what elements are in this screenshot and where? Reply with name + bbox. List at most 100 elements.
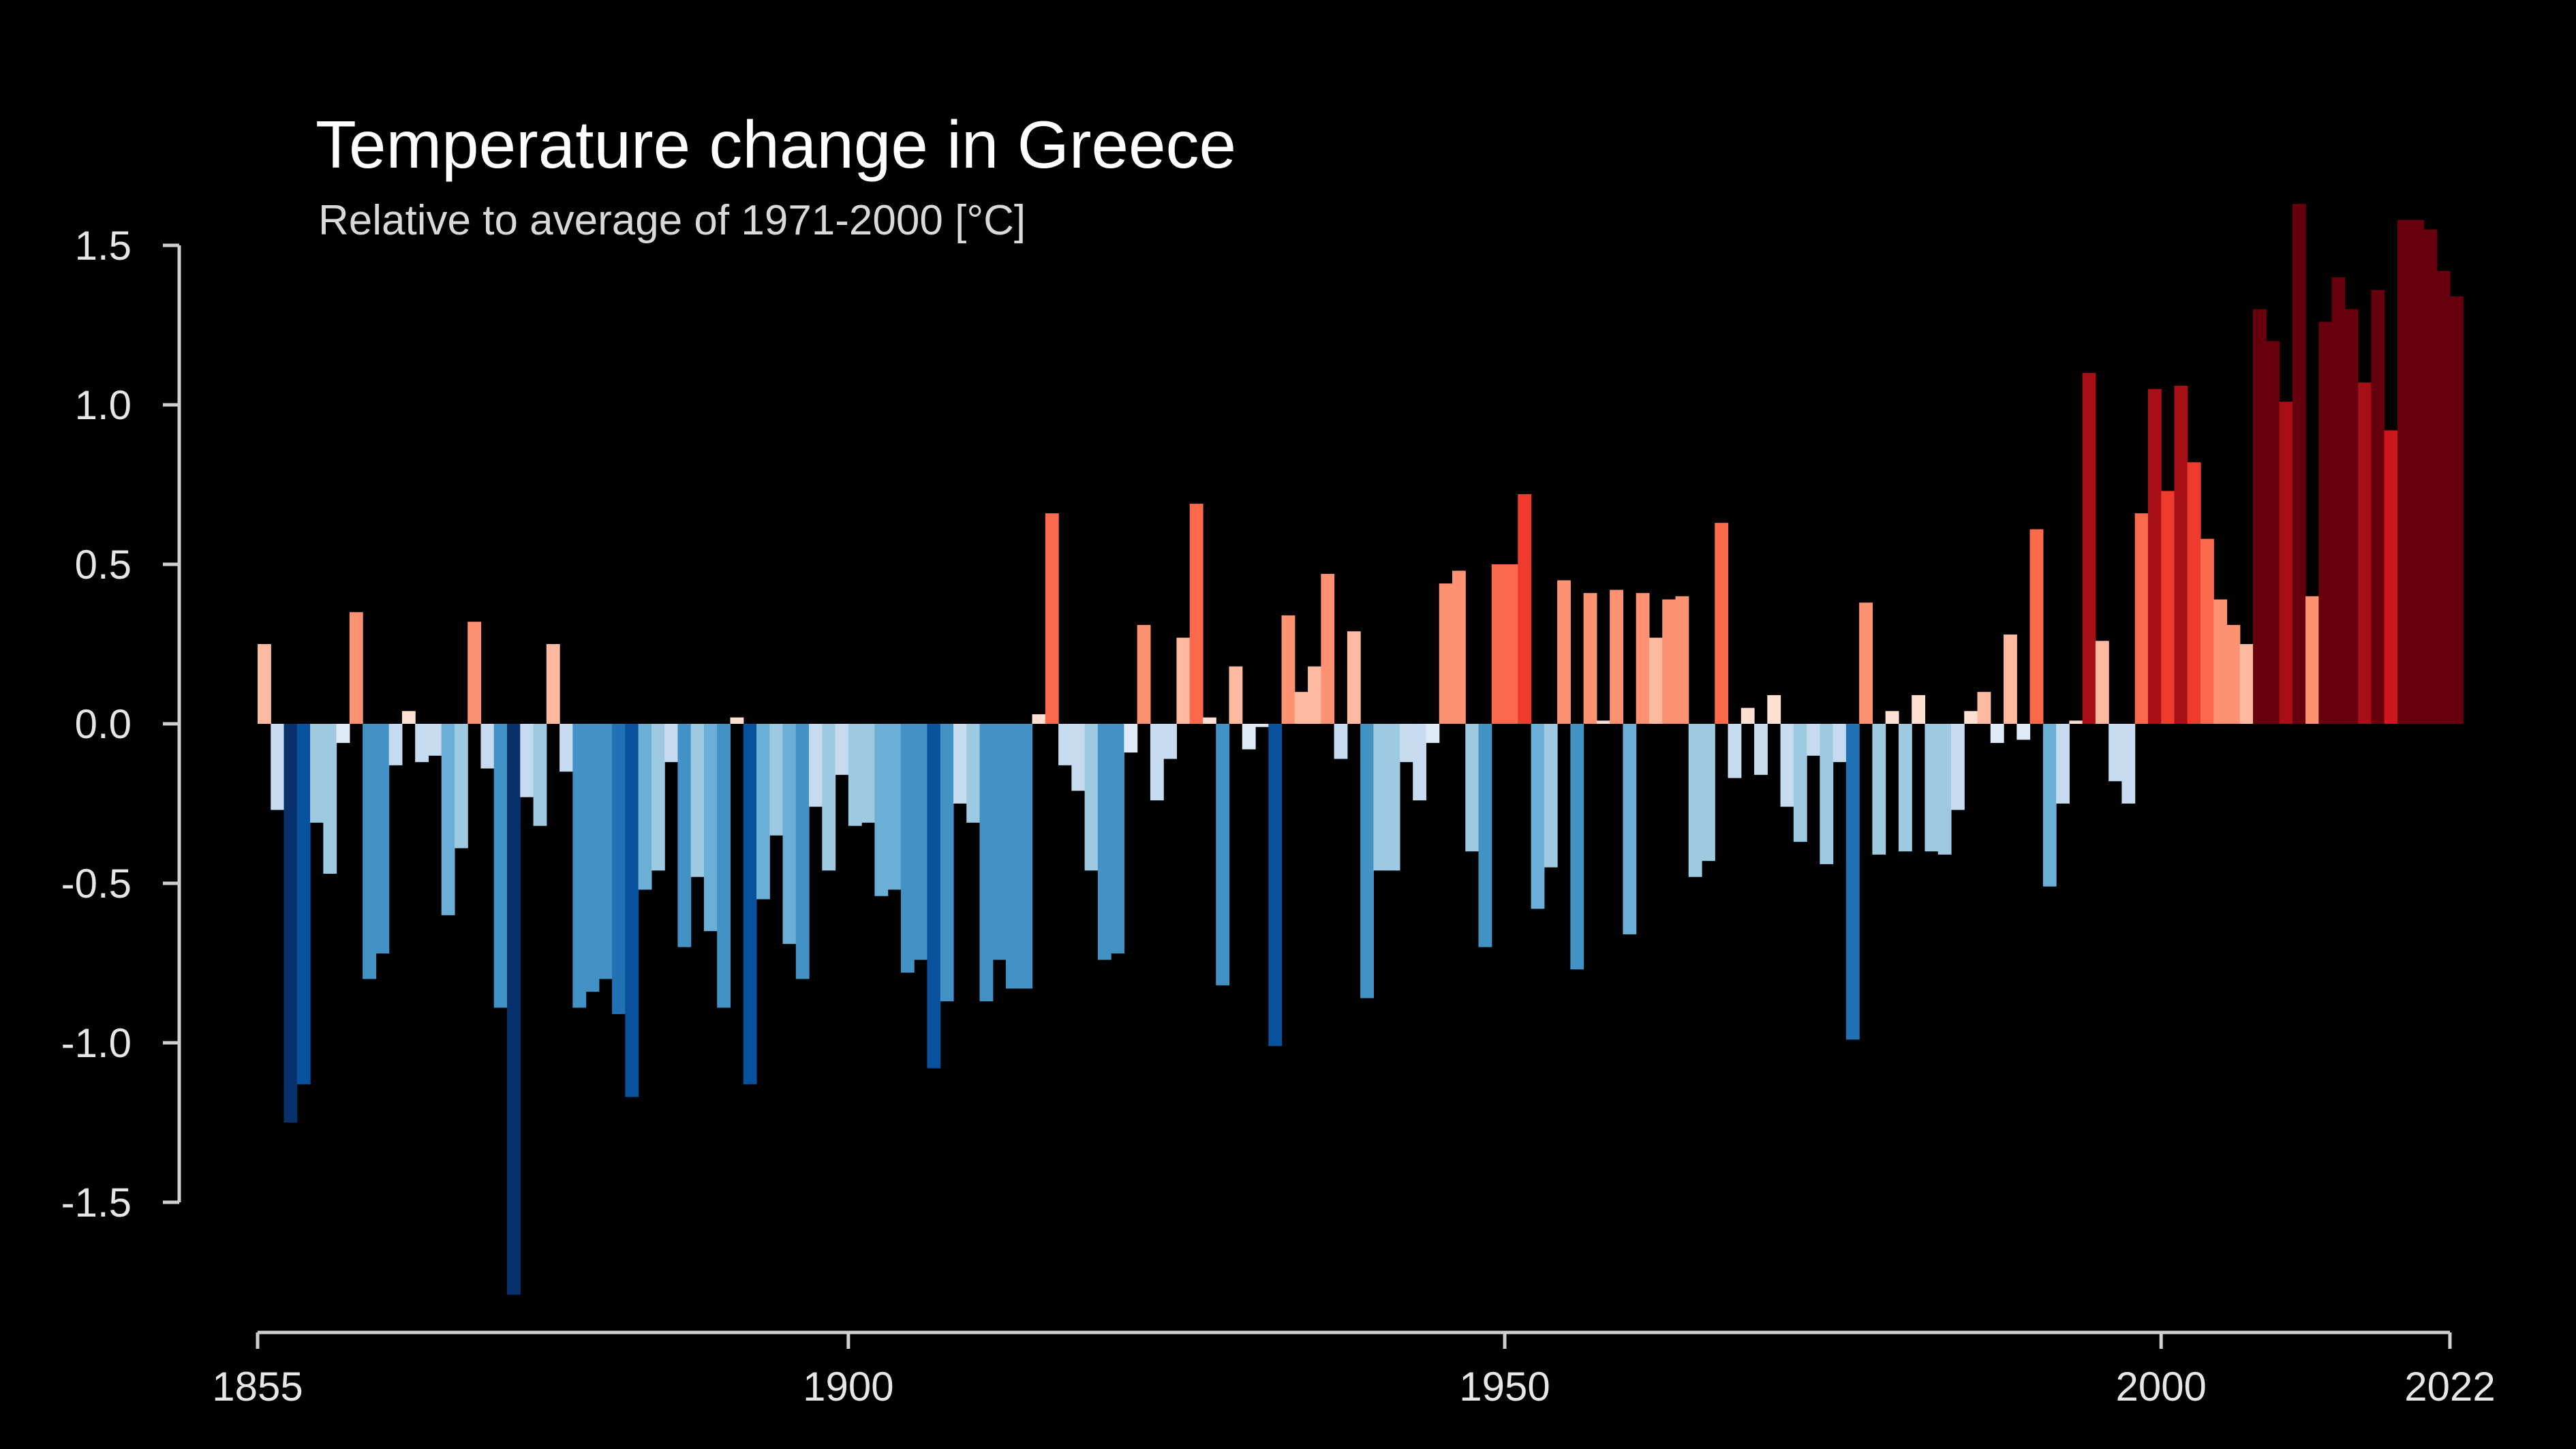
bar-1928	[1216, 724, 1230, 986]
bar-1938	[1347, 631, 1361, 724]
bar-1863	[363, 724, 376, 979]
bar-1905	[914, 724, 928, 960]
bar-1890	[717, 724, 731, 1008]
bar-1887	[677, 724, 692, 947]
bar-1919	[1097, 724, 1111, 960]
bar-1899	[835, 724, 849, 775]
bar-1898	[822, 724, 836, 871]
bar-1904	[900, 724, 915, 973]
y-tick-label: 0.5	[75, 542, 132, 588]
bar-1860	[323, 724, 337, 874]
bar-1911	[992, 724, 1007, 960]
bar-1974	[1820, 724, 1834, 864]
bar-1931	[1255, 724, 1269, 727]
bar-1894	[769, 724, 784, 836]
bar-1913	[1019, 724, 1033, 989]
bar-1924	[1163, 724, 1178, 759]
bar-2019	[2410, 219, 2425, 724]
bar-1873	[493, 724, 508, 1008]
bar-1927	[1202, 717, 1216, 724]
bar-1991	[2042, 724, 2057, 887]
bar-1959	[1623, 724, 1637, 934]
bar-1877	[546, 644, 560, 724]
bar-1891	[730, 717, 744, 724]
y-tick-label: -0.5	[61, 861, 132, 906]
bar-1944	[1426, 724, 1440, 744]
bar-2020	[2423, 229, 2438, 724]
bar-1921	[1124, 724, 1138, 753]
bar-1992	[2056, 724, 2070, 804]
bar-1942	[1399, 724, 1413, 763]
bar-1909	[966, 724, 981, 823]
bar-1892	[743, 724, 757, 1084]
bar-1920	[1111, 724, 1124, 954]
bar-2005	[2226, 624, 2241, 724]
bar-1972	[1793, 724, 1807, 842]
bar-1893	[756, 724, 770, 900]
bar-2015	[2358, 382, 2372, 724]
bar-1957	[1596, 720, 1610, 724]
bar-1949	[1491, 564, 1505, 724]
x-tick-label: 1900	[803, 1364, 893, 1409]
bar-1978	[1872, 724, 1886, 855]
bar-1980	[1898, 724, 1912, 852]
bar-1946	[1452, 570, 1466, 724]
bar-1859	[310, 724, 324, 823]
bar-1947	[1465, 724, 1479, 852]
bar-2007	[2253, 309, 2267, 724]
bar-1967	[1728, 724, 1742, 778]
bar-1985	[1964, 711, 1978, 724]
x-tick-label: 1855	[212, 1364, 303, 1409]
bar-1916	[1058, 724, 1072, 765]
bar-1988	[2004, 634, 2017, 724]
bar-1910	[979, 724, 994, 1002]
bar-1856	[271, 724, 285, 810]
bar-1970	[1767, 695, 1781, 724]
bar-1955	[1570, 724, 1584, 970]
bar-1861	[336, 724, 350, 744]
bar-1997	[2121, 724, 2136, 804]
bar-1915	[1045, 513, 1059, 724]
bar-1867	[415, 724, 429, 763]
bar-1886	[664, 724, 679, 763]
bar-1865	[388, 724, 403, 765]
bar-1858	[296, 724, 311, 1084]
bar-1888	[690, 724, 705, 877]
bar-1965	[1701, 724, 1715, 861]
bar-1968	[1741, 707, 1755, 724]
chart-title: Temperature change in Greece	[316, 107, 1236, 182]
bar-1907	[940, 724, 954, 1002]
bar-1984	[1950, 724, 1965, 810]
bar-1906	[927, 724, 941, 1069]
bar-1884	[638, 724, 652, 890]
bar-2012	[2318, 322, 2333, 724]
bar-1933	[1281, 615, 1295, 724]
bar-2016	[2371, 290, 2385, 724]
y-tick-label: -1.0	[61, 1020, 132, 1066]
bar-1964	[1688, 724, 1702, 877]
bar-2006	[2239, 644, 2254, 724]
bar-1998	[2134, 513, 2149, 724]
bar-1973	[1807, 724, 1820, 756]
bar-1883	[625, 724, 639, 1097]
bar-2022	[2450, 296, 2464, 724]
bar-1934	[1294, 692, 1308, 724]
bar-1990	[2029, 529, 2044, 724]
x-tick-label: 2022	[2404, 1364, 2495, 1409]
x-axis: 1855 1900 1950 2000 2022	[212, 1330, 2496, 1409]
bar-1996	[2109, 724, 2123, 782]
bar-1963	[1675, 596, 1689, 724]
bar-1895	[782, 724, 797, 944]
bar-1979	[1885, 711, 1899, 724]
bar-1889	[703, 724, 718, 932]
bar-1981	[1912, 695, 1926, 724]
bar-1866	[401, 711, 416, 724]
bar-1925	[1176, 637, 1191, 724]
bar-1902	[874, 724, 889, 896]
bar-1999	[2147, 388, 2162, 724]
bar-1857	[283, 724, 298, 1123]
bar-1940	[1373, 724, 1387, 871]
bar-1937	[1334, 724, 1348, 759]
bar-1914	[1032, 714, 1046, 724]
x-tick-label: 2000	[2115, 1364, 2206, 1409]
